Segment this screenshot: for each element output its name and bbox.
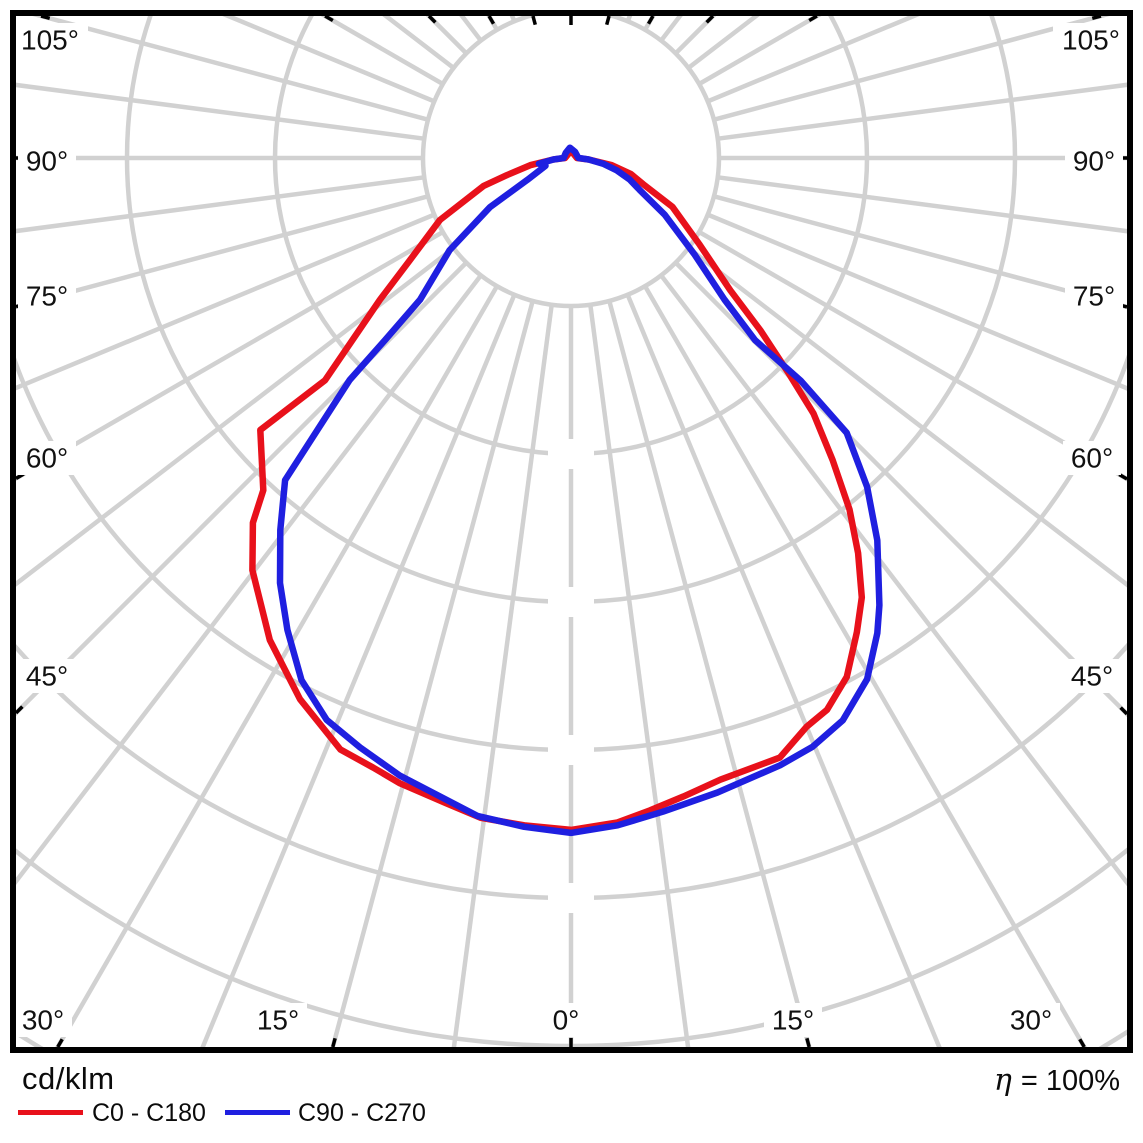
border-tick <box>324 14 334 23</box>
angle-grid-ray <box>706 212 1127 391</box>
angle-grid-ray <box>706 16 920 104</box>
angle-label-backdrop <box>18 279 76 313</box>
angle-grid-ray <box>330 300 535 1047</box>
angle-label-backdrop <box>1063 441 1121 475</box>
angle-grid-ray <box>200 293 517 1047</box>
series-c90-swatch-line <box>225 1110 290 1115</box>
angle-label-backdrop <box>1065 279 1123 313</box>
angle-grid-ray <box>643 285 1087 1047</box>
angle-tick-label: 60° <box>26 443 68 474</box>
angle-grid-ray <box>16 194 429 310</box>
angle-label-backdrop <box>249 1003 307 1037</box>
angle-label-backdrop <box>1053 23 1129 57</box>
angle-grid-ray <box>16 274 483 885</box>
plot-border <box>10 10 1133 1053</box>
border-tick <box>705 14 715 24</box>
angle-grid-ray <box>16 212 436 391</box>
angle-tick-label: 105° <box>21 25 79 56</box>
angle-tick-label: 90° <box>26 146 68 177</box>
radial-value-box <box>548 439 594 469</box>
angle-grid-ray <box>588 304 691 1047</box>
legend: cd/klm C0 - C180 C90 - C270 η = 100% <box>0 1053 1143 1143</box>
angle-tick-label: 0° <box>553 1005 580 1036</box>
angle-tick-label: 60° <box>1071 443 1113 474</box>
polar-chart: 105° 90° 75° 60° 45° 30° 15° 0° 15° 30° 45° 60° 75° 9… <box>10 0 1133 1053</box>
angle-grid-ray <box>32 16 429 122</box>
angle-grid-ray <box>408 0 552 11</box>
curve-c0-c180 <box>249 147 866 834</box>
angle-label-backdrop <box>545 1003 587 1037</box>
radial-unit-label: cd/klm <box>22 1061 115 1096</box>
angle-tick-label: 15° <box>772 1005 814 1036</box>
angle-label-backdrop <box>18 144 76 178</box>
angle-grid-ray <box>687 246 1127 588</box>
eta-symbol: η <box>993 1063 1012 1098</box>
border-tick <box>331 1037 337 1048</box>
angle-grid-ray <box>16 175 425 234</box>
radial-value-box <box>548 587 594 617</box>
border-tick <box>646 15 655 25</box>
intensity-curves <box>249 144 883 837</box>
angle-grid-ray <box>674 261 1127 718</box>
eta-value: = 100% <box>1020 1065 1120 1097</box>
angle-grid-ray <box>590 0 734 11</box>
angle-grid-ray <box>16 230 444 482</box>
border-tick <box>487 15 496 25</box>
angle-grid-ray <box>16 246 455 587</box>
radial-value-box <box>548 735 594 765</box>
series-c90-label: C90 - C270 <box>298 1099 426 1127</box>
angle-label-backdrop <box>14 1003 72 1037</box>
angle-grid-ray <box>713 194 1127 310</box>
angle-label-backdrop <box>18 441 76 475</box>
angle-grid-ray <box>607 300 812 1047</box>
border-tick <box>427 14 437 24</box>
angle-tick-label: 30° <box>22 1005 64 1036</box>
angle-label-backdrop <box>764 1003 822 1037</box>
angle-label-backdrop <box>12 23 88 57</box>
angle-grid-ray <box>222 16 436 104</box>
polar-grid <box>16 0 1127 1047</box>
angle-grid-ray <box>55 285 499 1047</box>
angle-grid-ray <box>717 82 1127 141</box>
radial-value-box <box>548 883 594 913</box>
angle-tick-label: 105° <box>1062 25 1120 56</box>
angle-tick-label: 90° <box>1073 146 1115 177</box>
angle-label-backdrop <box>1063 659 1121 693</box>
angle-tick-label: 15° <box>257 1005 299 1036</box>
angle-label-backdrop <box>1002 1003 1060 1037</box>
border-tick <box>1091 14 1102 21</box>
legend-row: C0 - C180 C90 - C270 <box>0 1053 1143 1143</box>
series-c0-label: C0 - C180 <box>92 1099 206 1127</box>
angle-grid-ray <box>625 293 942 1047</box>
angle-grid-ray <box>659 274 1127 887</box>
series-c0-swatch-line <box>18 1110 83 1115</box>
angle-tick-label: 75° <box>1073 281 1115 312</box>
angle-grid-ray <box>717 175 1127 234</box>
angle-grid-ray <box>16 82 425 141</box>
radial-grid-circle <box>420 16 722 309</box>
angle-label-backdrop <box>18 659 76 693</box>
angle-grid-ray <box>713 16 1110 122</box>
border-tick <box>14 705 24 715</box>
angle-grid-ray <box>16 261 468 717</box>
angle-tick-label: 30° <box>1010 1005 1052 1036</box>
angle-tick-label: 45° <box>26 661 68 692</box>
border-tick <box>40 14 51 21</box>
angle-grid-ray <box>698 230 1127 482</box>
angle-grid-ray <box>451 304 554 1047</box>
border-tick <box>605 15 611 26</box>
angle-label-backdrop <box>1065 144 1123 178</box>
angle-tick-label: 75° <box>26 281 68 312</box>
border-tick <box>1119 706 1129 716</box>
efficiency-label: η = 100% <box>994 1063 1120 1098</box>
border-tick <box>56 1038 64 1048</box>
border-tick <box>808 14 818 23</box>
border-tick <box>1118 472 1128 481</box>
angle-tick-label: 45° <box>1071 661 1113 692</box>
border-tick <box>805 1037 811 1048</box>
border-tick <box>531 15 537 26</box>
border-tick <box>1078 1038 1086 1048</box>
curve-c90-c270 <box>276 144 883 837</box>
